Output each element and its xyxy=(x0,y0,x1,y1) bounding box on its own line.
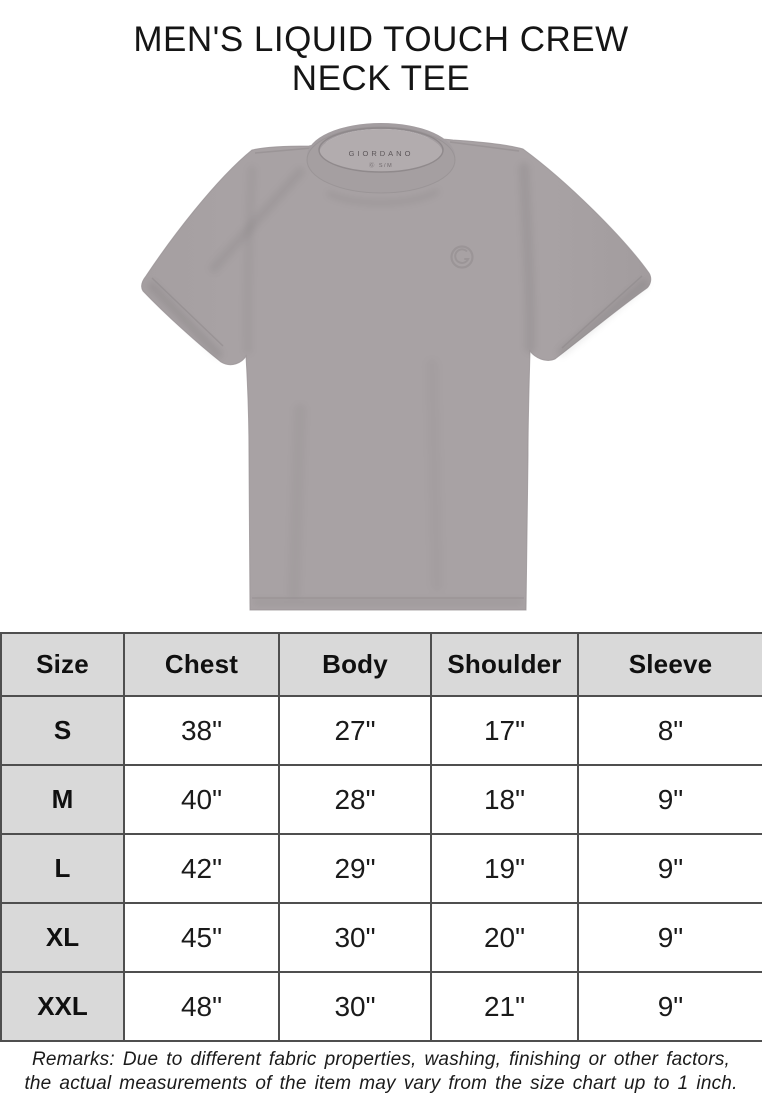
brand-logo-icon xyxy=(450,245,474,269)
size-label: XXL xyxy=(0,971,125,1042)
shoulder-value: 20" xyxy=(430,902,579,973)
body-value: 28" xyxy=(278,764,432,835)
size-chart-header-row: Size Chest Body Shoulder Sleeve xyxy=(0,632,762,697)
sleeve-value: 9" xyxy=(577,764,762,835)
body-value: 29" xyxy=(278,833,432,904)
collar-outer-seam xyxy=(306,126,456,194)
neck-label-size: Ⓖ S/M xyxy=(369,161,393,169)
shoulder-value: 21" xyxy=(430,971,579,1042)
remarks-line1: Remarks: Due to different fabric propert… xyxy=(31,1049,731,1070)
sleeve-value: 9" xyxy=(577,902,762,973)
column-header-size: Size xyxy=(0,632,125,697)
shoulder-value: 18" xyxy=(430,764,579,835)
body-value: 30" xyxy=(278,971,432,1042)
table-row-xl: XL 45" 30" 20" 9" xyxy=(0,902,762,973)
seam-lines xyxy=(151,141,643,599)
table-row-xxl: XXL 48" 30" 21" 9" xyxy=(0,971,762,1042)
product-title-line2: NECK TEE xyxy=(291,59,471,98)
size-label: S xyxy=(0,695,125,766)
shoulder-value: 19" xyxy=(430,833,579,904)
column-header-sleeve: Sleeve xyxy=(577,632,762,697)
shoulder-value: 17" xyxy=(430,695,579,766)
collar-inner-seam xyxy=(318,127,444,173)
column-header-chest: Chest xyxy=(123,632,280,697)
size-label: XL xyxy=(0,902,125,973)
inner-neck-area xyxy=(319,129,443,179)
neck-label-brand: GIORDANO xyxy=(349,149,414,158)
chest-value: 40" xyxy=(123,764,280,835)
chest-value: 45" xyxy=(123,902,280,973)
table-row-m: M 40" 28" 18" 9" xyxy=(0,764,762,835)
sleeve-value: 9" xyxy=(577,833,762,904)
table-row-l: L 42" 29" 19" 9" xyxy=(0,833,762,904)
body-value: 30" xyxy=(278,902,432,973)
size-label: M xyxy=(0,764,125,835)
table-row-s: S 38" 27" 17" 8" xyxy=(0,695,762,766)
column-header-shoulder: Shoulder xyxy=(430,632,579,697)
chest-value: 42" xyxy=(123,833,280,904)
remarks-note: Remarks: Due to different fabric propert… xyxy=(0,1048,762,1096)
tshirt-illustration: GIORDANO Ⓖ S/M GIORDANO LIQUID TEE xyxy=(141,123,652,611)
product-title-line1: MEN'S LIQUID TOUCH CREW xyxy=(133,20,629,59)
sleeve-value: 9" xyxy=(577,971,762,1042)
size-chart-table: Size Chest Body Shoulder Sleeve S 38" 27… xyxy=(0,632,762,1042)
size-label: L xyxy=(0,833,125,904)
chest-value: 48" xyxy=(123,971,280,1042)
sleeve-value: 8" xyxy=(577,695,762,766)
column-header-body: Body xyxy=(278,632,432,697)
chest-value: 38" xyxy=(123,695,280,766)
product-image: GIORDANO Ⓖ S/M GIORDANO LIQUID TEE xyxy=(0,110,762,632)
collar-front-band xyxy=(307,127,455,193)
remarks-line2: the actual measurements of the item may … xyxy=(24,1073,738,1094)
body-value: 27" xyxy=(278,695,432,766)
fabric-shading xyxy=(147,162,649,605)
product-title: MEN'S LIQUID TOUCH CREW NECK TEE xyxy=(0,20,762,98)
tshirt-body xyxy=(141,138,652,611)
